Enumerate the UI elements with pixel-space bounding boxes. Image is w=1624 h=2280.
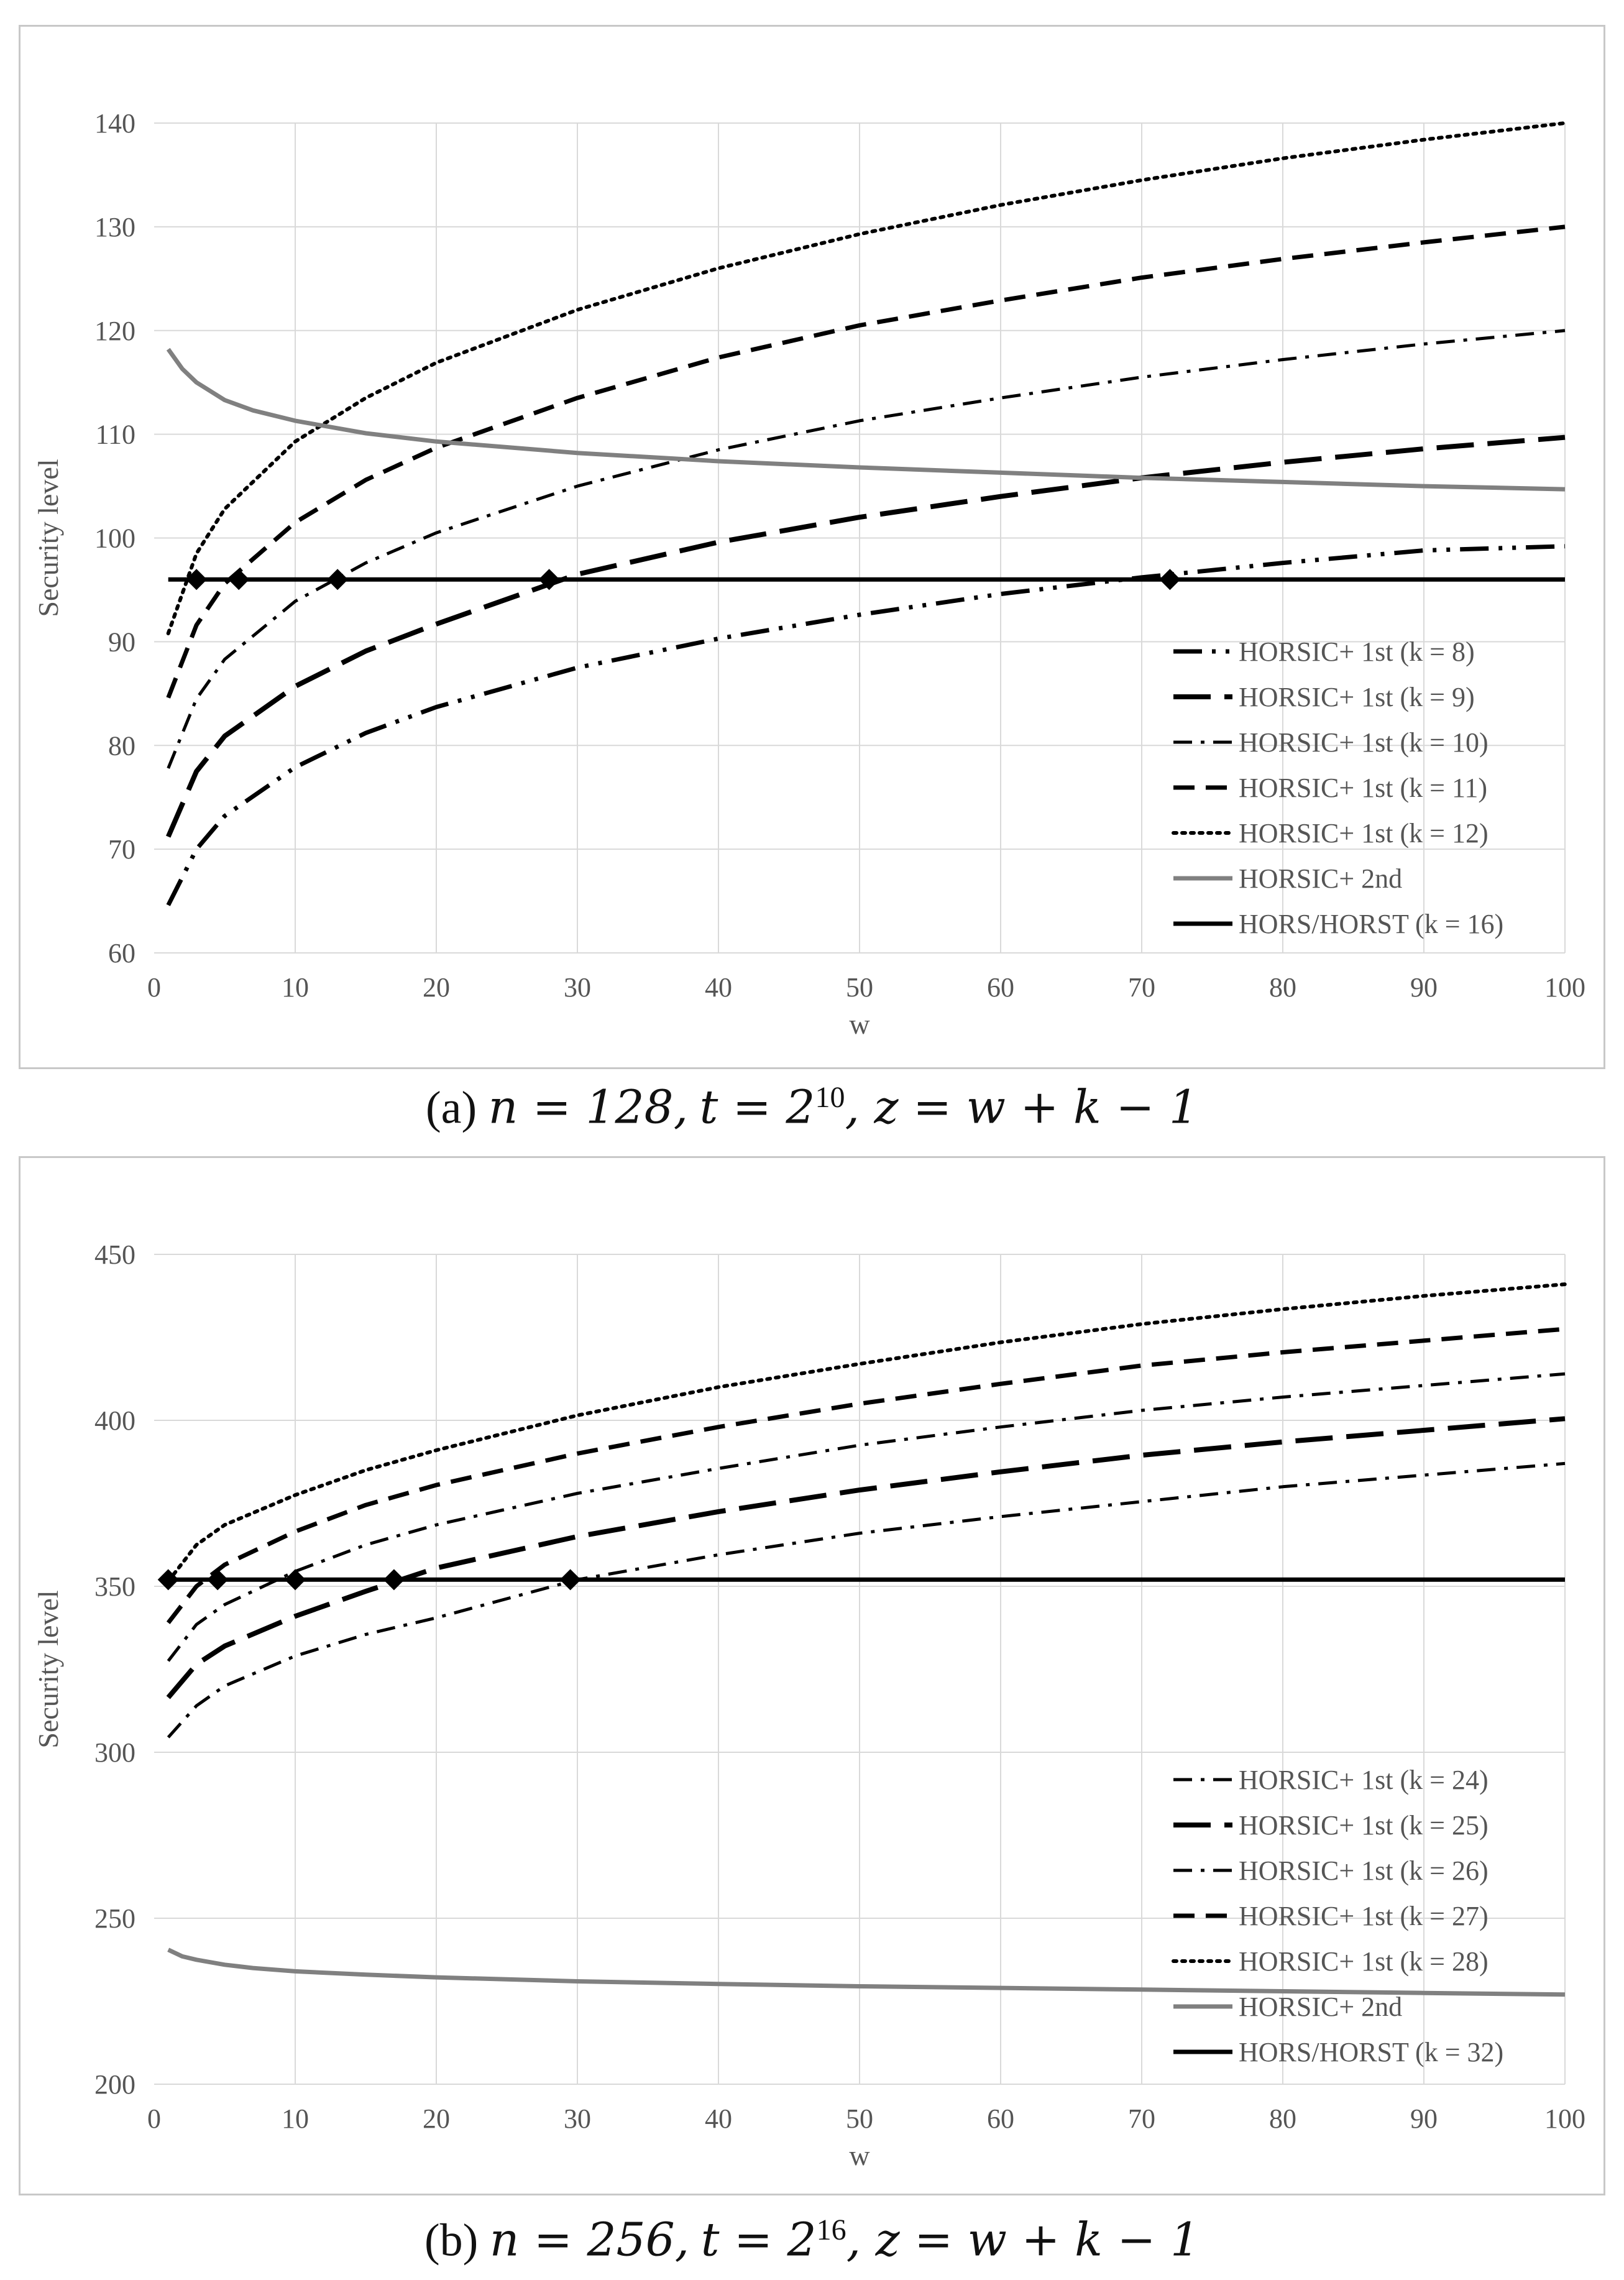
x-tick-label: 40 — [705, 972, 732, 1003]
legend-label-1: HORSIC+ 1st (k = 8) — [1239, 637, 1475, 667]
y-tick-label: 130 — [94, 212, 135, 242]
x-tick-label: 60 — [987, 2103, 1014, 2134]
y-tick-label: 70 — [108, 834, 135, 865]
legend-label-3: HORSIC+ 1st (k = 10) — [1239, 727, 1489, 758]
caption-a-z: , z = w + k − 1 — [845, 1080, 1198, 1134]
series-line-6 — [166, 347, 1566, 492]
x-tick-label: 0 — [147, 972, 161, 1003]
series-line-3 — [167, 1372, 1566, 1662]
series-line-2 — [166, 434, 1566, 838]
y-tick-label: 100 — [94, 523, 135, 554]
x-tick-label: 80 — [1269, 972, 1296, 1003]
legend-label-1: HORSIC+ 1st (k = 24) — [1239, 1765, 1489, 1795]
y-axis-title: Security level — [32, 459, 64, 617]
caption-a-t-exponent: 10 — [815, 1081, 845, 1114]
y-tick-label: 300 — [94, 1737, 135, 1768]
chart-panel-a: 0 10 20 30 40 50 60 70 80 90 100 60 70 80 90 100 110 120 1… — [19, 25, 1605, 1069]
caption-b-t-exponent: 16 — [816, 2213, 846, 2246]
x-tick-label: 50 — [846, 2103, 873, 2134]
chart-b: 0 10 20 30 40 50 60 70 80 90 100 200 250 300 350 400 450… — [32, 1239, 1585, 2171]
x-tick-label: 80 — [1269, 2103, 1296, 2134]
intersection-marker — [157, 1569, 179, 1591]
caption-a-n: n = 128, — [488, 1080, 689, 1134]
x-tick-label: 0 — [147, 2103, 161, 2134]
x-tick-label: 40 — [705, 2103, 732, 2134]
legend-label-2: HORSIC+ 1st (k = 9) — [1239, 682, 1475, 712]
legend-label-5: HORSIC+ 1st (k = 28) — [1239, 1946, 1489, 1977]
x-tick-label: 100 — [1544, 2103, 1585, 2134]
chart-a: 0 10 20 30 40 50 60 70 80 90 100 60 70 80 90 100 110 120 1… — [32, 108, 1585, 1040]
legend-label-7: HORS/HORST (k = 32) — [1239, 2037, 1503, 2067]
legend-label-3: HORSIC+ 1st (k = 26) — [1239, 1855, 1489, 1886]
series-line-2 — [166, 1416, 1566, 1699]
y-tick-label: 120 — [94, 316, 135, 346]
x-tick-label: 60 — [987, 972, 1014, 1003]
y-tick-label: 250 — [94, 1903, 135, 1934]
x-tick-label: 10 — [282, 2103, 309, 2134]
x-tick-label: 70 — [1128, 2103, 1155, 2134]
legend-label-6: HORSIC+ 2nd — [1239, 1992, 1402, 2022]
x-tick-label: 90 — [1410, 2103, 1438, 2134]
intersection-marker — [285, 1569, 306, 1591]
y-tick-label: 350 — [94, 1571, 135, 1602]
legend-label-2: HORSIC+ 1st (k = 25) — [1239, 1810, 1489, 1841]
series-line-4 — [166, 1326, 1566, 1624]
caption-b-t: t = 2 — [700, 2213, 817, 2267]
y-tick-label: 140 — [94, 108, 135, 139]
series-line-1 — [167, 1461, 1566, 1739]
caption-b-label: (b) — [424, 2215, 479, 2266]
y-tick-label: 90 — [108, 627, 135, 657]
x-tick-label: 100 — [1544, 972, 1585, 1003]
series-line-4 — [166, 224, 1566, 699]
intersection-marker — [559, 1569, 581, 1591]
x-tick-label: 20 — [423, 2103, 450, 2134]
x-tick-label: 30 — [564, 972, 591, 1003]
x-tick-label: 70 — [1128, 972, 1155, 1003]
y-tick-label: 60 — [108, 938, 135, 968]
y-tick-label: 110 — [96, 420, 135, 450]
caption-b: (b) n = 256, t = 216, z = w + k − 1 — [0, 2213, 1624, 2268]
y-axis-title: Security level — [32, 1590, 64, 1748]
y-tick-label: 450 — [94, 1239, 135, 1270]
series-line-1 — [166, 544, 1566, 906]
caption-a-t: t = 2 — [699, 1080, 815, 1134]
intersection-marker — [228, 569, 250, 591]
x-axis-title: w — [849, 1008, 870, 1040]
x-tick-label: 90 — [1410, 972, 1438, 1003]
legend-label-7: HORS/HORST (k = 16) — [1239, 909, 1503, 939]
x-tick-label: 10 — [282, 972, 309, 1003]
intersection-marker — [207, 1569, 229, 1591]
y-tick-label: 80 — [108, 730, 135, 761]
intersection-marker — [1159, 569, 1181, 591]
intersection-marker — [538, 569, 560, 591]
series-line-5 — [166, 121, 1567, 635]
caption-a-label: (a) — [426, 1082, 477, 1134]
legend-label-4: HORSIC+ 1st (k = 27) — [1239, 1901, 1489, 1931]
intersection-marker — [186, 569, 208, 591]
x-tick-label: 20 — [423, 972, 450, 1003]
caption-b-z: , z = w + k − 1 — [846, 2213, 1200, 2267]
legend-label-5: HORSIC+ 1st (k = 12) — [1239, 818, 1489, 848]
legend-label-6: HORSIC+ 2nd — [1239, 863, 1402, 894]
y-tick-label: 400 — [94, 1405, 135, 1436]
x-axis-title: w — [849, 2140, 870, 2171]
intersection-marker — [383, 1569, 405, 1591]
intersection-marker — [327, 569, 349, 591]
chart-panel-b: 0 10 20 30 40 50 60 70 80 90 100 200 250 300 350 400 450… — [19, 1156, 1605, 2195]
y-tick-label: 200 — [94, 2069, 135, 2100]
caption-b-n: n = 256, — [489, 2213, 690, 2267]
caption-a: (a) n = 128, t = 210, z = w + k − 1 — [0, 1080, 1624, 1135]
legend-label-4: HORSIC+ 1st (k = 11) — [1239, 773, 1487, 803]
x-tick-label: 50 — [846, 972, 873, 1003]
series-line-5 — [166, 1282, 1567, 1583]
x-tick-label: 30 — [564, 2103, 591, 2134]
series-line-6 — [167, 1947, 1566, 1997]
